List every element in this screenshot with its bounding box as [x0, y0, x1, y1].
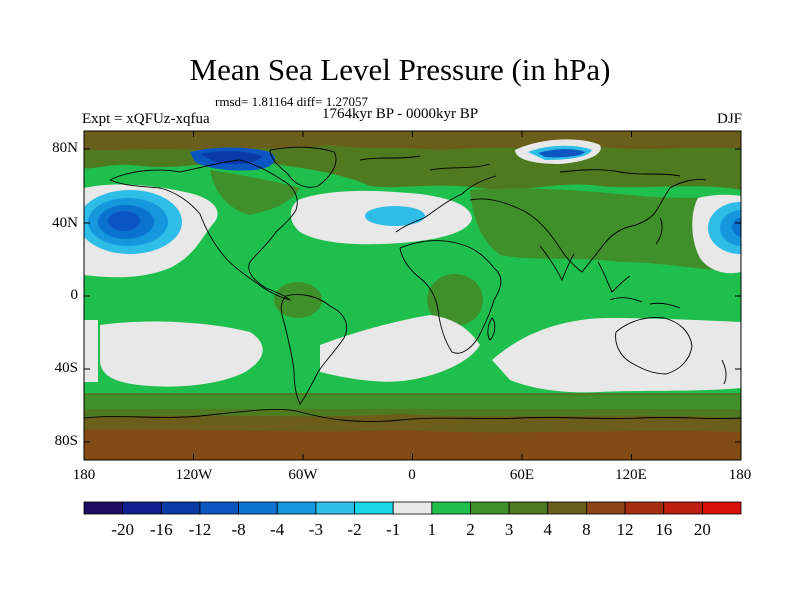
colorbar-swatch — [160, 501, 201, 515]
coast-north-america — [109, 159, 298, 301]
coast-africa — [399, 240, 502, 354]
pressure-field — [84, 131, 741, 460]
colorbar-tick-label: -4 — [270, 520, 285, 539]
lat-tick-label: 40N — [52, 215, 78, 231]
field-east-low-3 — [720, 210, 741, 246]
colorbar-swatch — [392, 501, 433, 515]
colorbar-swatch — [547, 501, 587, 515]
colorbar-tick-label: 20 — [693, 520, 711, 539]
colorbar-swatch — [238, 501, 278, 515]
colorbar-tick-label: -8 — [231, 520, 246, 539]
colorbar-tick-label: 1 — [427, 520, 437, 539]
lon-tick-label: 180 — [728, 467, 752, 483]
lon-tick-label: 180 — [72, 467, 96, 483]
field-icelandic-low — [365, 206, 425, 226]
colorbar-tick-label: 3 — [504, 520, 514, 539]
field-greenland-low-inner — [200, 151, 262, 164]
coast-indonesia — [609, 297, 681, 309]
field-west-edge-neutral — [84, 320, 98, 382]
lat-tick-label: 0 — [70, 287, 79, 303]
field-africa-3hpa — [427, 274, 483, 326]
colorbar-swatch — [276, 501, 317, 515]
coast-europe — [395, 175, 497, 233]
lon-tick-label: 0 — [408, 467, 416, 483]
field-antarctic-12hpa — [84, 429, 741, 460]
field-east-low-4 — [732, 217, 741, 237]
colorbar-swatch — [470, 501, 510, 515]
colorbar-tick-label: -3 — [308, 520, 323, 539]
colorbar-swatch — [701, 501, 742, 515]
axis-ticks — [83, 131, 742, 460]
lat-tick-label: 40S — [54, 360, 78, 376]
lat-tick-label: 80N — [52, 140, 78, 156]
coast-greenland — [269, 146, 337, 188]
colorbar-swatch — [508, 501, 549, 515]
coast-antarctica — [84, 409, 741, 423]
field-spacific-neutral — [100, 321, 263, 387]
lon-tick-label: 60W — [288, 467, 318, 483]
rmsd-diff-stats: rmsd= 1.81164 diff= 1.27057 — [215, 94, 368, 109]
field-asia-3hpa — [470, 188, 741, 272]
field-aleutian-low-8 — [108, 211, 140, 231]
colorbar-swatch — [83, 501, 124, 515]
colorbar-tick-label: -12 — [188, 520, 212, 539]
lat-tick-label: 80S — [54, 433, 78, 449]
field-indian-ocean-neutral — [492, 318, 741, 393]
coast-arctic — [359, 155, 681, 177]
colorbar-swatch — [199, 501, 239, 515]
colorbar-swatch — [122, 501, 162, 515]
colorbar-tick-label: -1 — [386, 520, 401, 539]
coast-asia — [469, 179, 707, 273]
coast-madagascar — [487, 317, 496, 341]
colorbar-tick-label: 16 — [655, 520, 673, 539]
colorbar-tick-label: -2 — [347, 520, 362, 539]
colorbar-swatch — [431, 501, 471, 515]
colorbar-tick-label: 8 — [582, 520, 591, 539]
lon-tick-label: 60E — [509, 467, 535, 483]
coast-new-zealand — [721, 359, 727, 385]
coast-southeast-asia — [597, 261, 631, 293]
coast-india — [539, 245, 575, 282]
colorbar-swatch — [663, 501, 703, 515]
colorbar-tick-label: 12 — [616, 520, 634, 539]
field-samerica-3hpa — [274, 282, 322, 318]
colorbar-swatch — [315, 501, 355, 515]
colorbar — [83, 501, 742, 515]
colorbar-tick-label: -20 — [111, 520, 134, 539]
colorbar-swatch — [624, 501, 665, 515]
field-namerica-3hpa — [210, 170, 300, 215]
colorbar-swatch — [586, 501, 626, 515]
colorbar-swatch — [354, 501, 394, 515]
colorbar-tick-label: 4 — [543, 520, 553, 539]
colorbar-tick-label: 2 — [466, 520, 475, 539]
map-title: Mean Sea Level Pressure (in hPa) — [189, 52, 611, 87]
coast-australia — [615, 317, 693, 375]
field-siberia-low-8 — [538, 149, 585, 158]
field-southocean-3hpa — [84, 395, 741, 409]
coast-japan — [655, 217, 663, 245]
lon-tick-label: 120E — [615, 467, 647, 483]
coast-south-america — [280, 294, 348, 405]
season-label: DJF — [716, 111, 742, 127]
coastlines — [84, 146, 741, 423]
colorbar-tick-label: -16 — [149, 520, 173, 539]
time-period-label: 1764kyr BP - 0000kyr BP — [322, 106, 479, 122]
lon-tick-label: 120W — [175, 467, 213, 483]
experiment-label: Expt = xQFUz-xqfua — [82, 111, 210, 127]
field-satlantic-neutral — [320, 315, 480, 382]
